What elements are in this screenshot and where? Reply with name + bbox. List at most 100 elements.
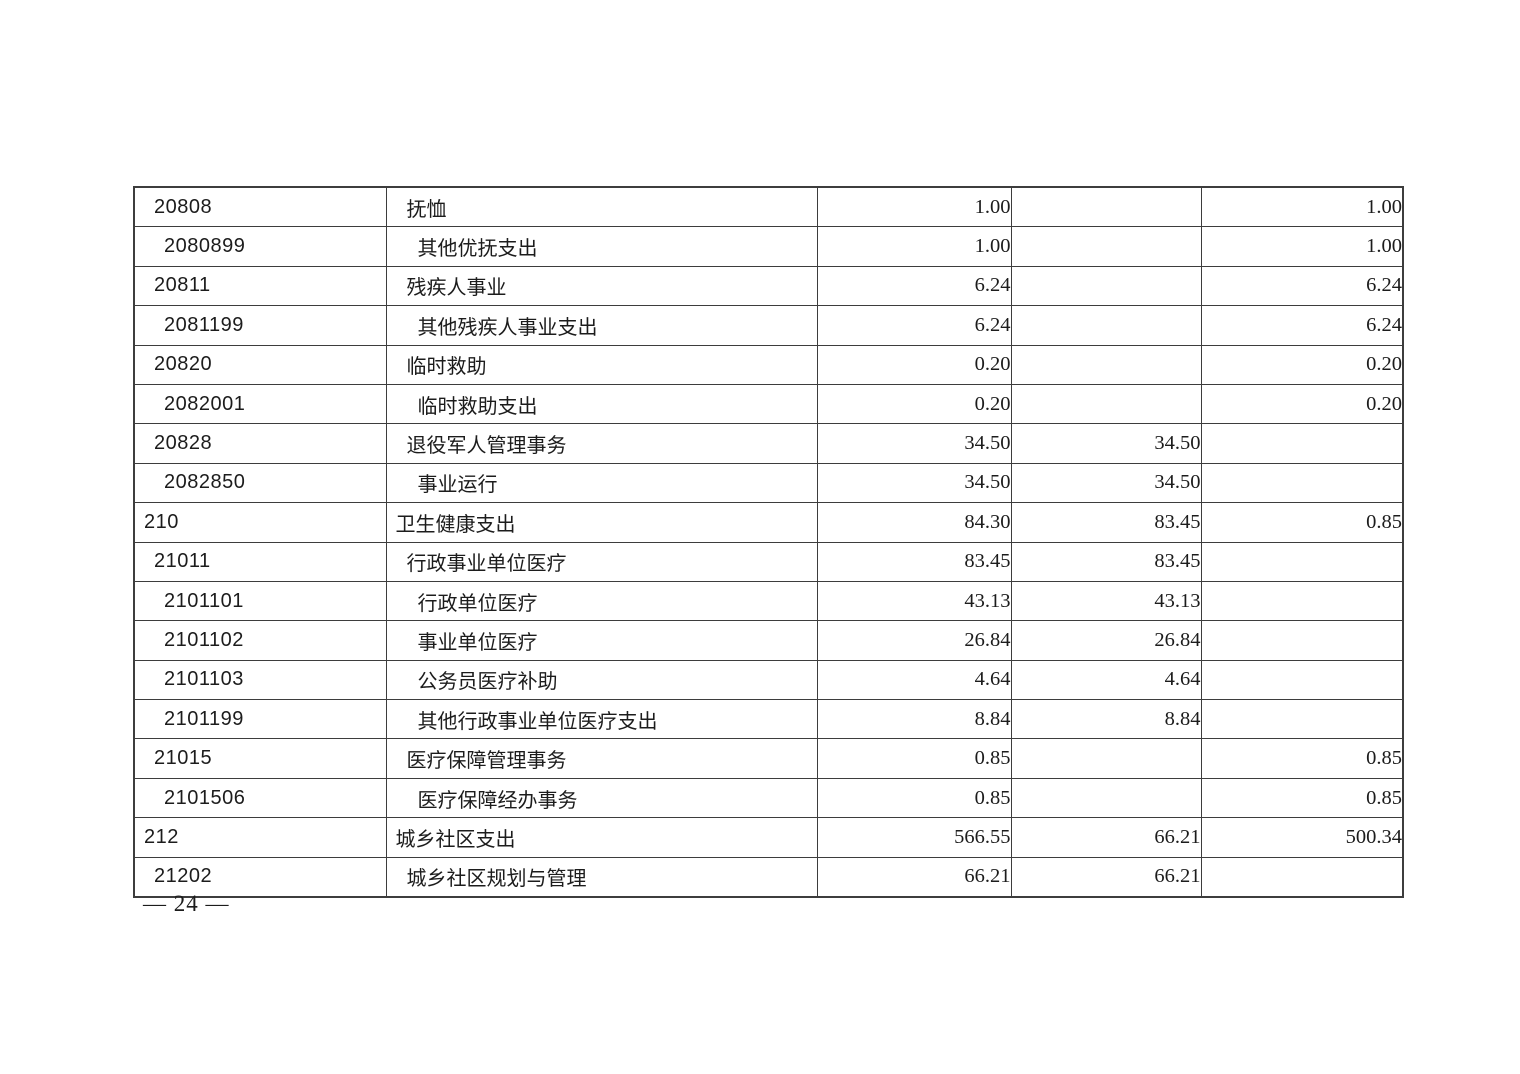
budget-item-name: 医疗保障经办事务 [385,777,818,819]
budget-item-name: 公务员医疗补助 [385,659,818,701]
budget-item-name: 临时救助 [385,344,818,385]
table-row: 210 卫生健康支出 84.30 83.45 0.85 [133,502,1404,543]
budget-code: 2101102 [133,620,387,661]
page-number: — 24 — [143,891,230,916]
budget-code: 21015 [133,738,387,779]
amount-2 [1010,186,1202,228]
table-row: 20820 临时救助 0.20 0.20 [133,344,1404,385]
budget-item-name: 城乡社区支出 [385,817,818,858]
amount-1: 84.30 [816,502,1012,543]
amount-1: 0.20 [816,344,1012,385]
table-row: 21011 行政事业单位医疗 83.45 83.45 [133,541,1404,582]
amount-2 [1010,344,1202,385]
budget-item-name: 退役军人管理事务 [385,423,818,464]
budget-code: 2081199 [133,305,387,346]
amount-3: 1.00 [1200,186,1404,228]
table-row: 20828 退役军人管理事务 34.50 34.50 [133,423,1404,464]
budget-item-name: 城乡社区规划与管理 [385,856,818,898]
budget-code: 20811 [133,265,387,307]
budget-item-name: 卫生健康支出 [385,502,818,543]
amount-2: 66.21 [1010,817,1202,858]
amount-1: 566.55 [816,817,1012,858]
amount-1: 34.50 [816,462,1012,504]
amount-3 [1200,856,1404,898]
table-row: 2101101 行政单位医疗 43.13 43.13 [133,580,1404,622]
amount-1: 8.84 [816,699,1012,740]
amount-2: 34.50 [1010,423,1202,464]
amount-2 [1010,305,1202,346]
table-row: 20808 抚恤 1.00 1.00 [133,186,1404,228]
amount-1: 43.13 [816,580,1012,622]
budget-item-name: 其他残疾人事业支出 [385,305,818,346]
table-row: 2082001 临时救助支出 0.20 0.20 [133,383,1404,425]
amount-3 [1200,699,1404,740]
amount-1: 6.24 [816,305,1012,346]
amount-1: 6.24 [816,265,1012,307]
amount-3 [1200,620,1404,661]
table-row: 2101103 公务员医疗补助 4.64 4.64 [133,659,1404,701]
table-row: 2082850 事业运行 34.50 34.50 [133,462,1404,504]
budget-code: 20820 [133,344,387,385]
amount-2 [1010,738,1202,779]
amount-2: 4.64 [1010,659,1202,701]
budget-item-name: 其他优抚支出 [385,226,818,267]
budget-code: 2080899 [133,226,387,267]
amount-3: 0.20 [1200,383,1404,425]
amount-2 [1010,383,1202,425]
amount-1: 0.85 [816,738,1012,779]
table-row: 212 城乡社区支出 566.55 66.21 500.34 [133,817,1404,858]
budget-item-name: 残疾人事业 [385,265,818,307]
amount-3 [1200,462,1404,504]
budget-item-name: 临时救助支出 [385,383,818,425]
budget-code: 2101101 [133,580,387,622]
budget-item-name: 其他行政事业单位医疗支出 [385,699,818,740]
amount-2: 43.13 [1010,580,1202,622]
budget-item-name: 医疗保障管理事务 [385,738,818,779]
budget-table-body: 20808 抚恤 1.00 1.00 2080899 其他优抚支出 1.00 1… [133,186,1404,898]
amount-2: 66.21 [1010,856,1202,898]
budget-item-name: 事业运行 [385,462,818,504]
amount-3: 0.85 [1200,738,1404,779]
amount-1: 26.84 [816,620,1012,661]
amount-3: 6.24 [1200,265,1404,307]
table-row: 21202 城乡社区规划与管理 66.21 66.21 [133,856,1404,898]
amount-1: 34.50 [816,423,1012,464]
amount-3: 6.24 [1200,305,1404,346]
table-row: 2080899 其他优抚支出 1.00 1.00 [133,226,1404,267]
amount-3 [1200,580,1404,622]
table-row: 20811 残疾人事业 6.24 6.24 [133,265,1404,307]
amount-2: 83.45 [1010,541,1202,582]
amount-3: 0.85 [1200,777,1404,819]
amount-1: 0.20 [816,383,1012,425]
table-row: 2101506 医疗保障经办事务 0.85 0.85 [133,777,1404,819]
amount-1: 4.64 [816,659,1012,701]
amount-3 [1200,659,1404,701]
budget-item-name: 行政事业单位医疗 [385,541,818,582]
amount-2: 8.84 [1010,699,1202,740]
table-row: 21015 医疗保障管理事务 0.85 0.85 [133,738,1404,779]
budget-code: 2101199 [133,699,387,740]
table-row: 2081199 其他残疾人事业支出 6.24 6.24 [133,305,1404,346]
amount-2 [1010,777,1202,819]
budget-item-name: 抚恤 [385,186,818,228]
table-row: 2101102 事业单位医疗 26.84 26.84 [133,620,1404,661]
budget-item-name: 行政单位医疗 [385,580,818,622]
amount-2 [1010,226,1202,267]
budget-code: 20808 [133,186,387,228]
table-row: 2101199 其他行政事业单位医疗支出 8.84 8.84 [133,699,1404,740]
amount-1: 1.00 [816,226,1012,267]
amount-2: 26.84 [1010,620,1202,661]
budget-code: 21011 [133,541,387,582]
budget-code: 2082850 [133,462,387,504]
amount-1: 0.85 [816,777,1012,819]
amount-1: 66.21 [816,856,1012,898]
amount-3 [1200,541,1404,582]
amount-3: 1.00 [1200,226,1404,267]
amount-2: 34.50 [1010,462,1202,504]
amount-3: 500.34 [1200,817,1404,858]
amount-2 [1010,265,1202,307]
budget-code: 2082001 [133,383,387,425]
budget-item-name: 事业单位医疗 [385,620,818,661]
amount-3: 0.20 [1200,344,1404,385]
